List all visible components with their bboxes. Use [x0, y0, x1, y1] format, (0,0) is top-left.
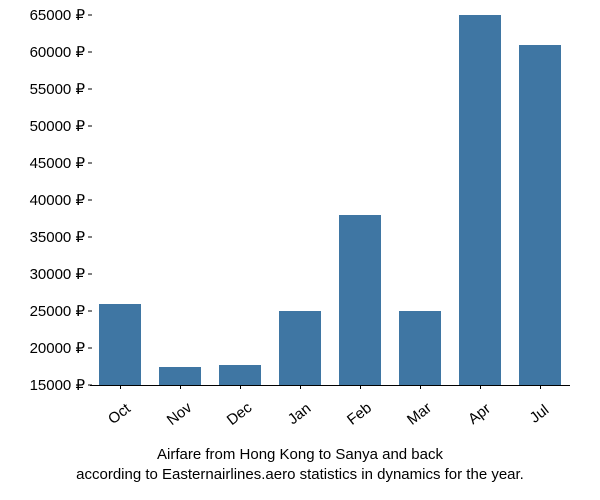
chart-caption: Airfare from Hong Kong to Sanya and back… — [0, 445, 600, 486]
x-tick-mark — [180, 385, 181, 389]
y-tick-mark — [88, 163, 92, 164]
bar — [159, 367, 201, 386]
y-tick-label: 60000 ₽ — [0, 43, 85, 61]
y-tick-label: 50000 ₽ — [0, 117, 85, 135]
x-tick-mark — [120, 385, 121, 389]
x-tick-label: Dec — [218, 395, 260, 433]
y-tick-label: 65000 ₽ — [0, 6, 85, 24]
y-tick-mark — [88, 274, 92, 275]
x-tick-mark — [420, 385, 421, 389]
y-tick-label: 45000 ₽ — [0, 154, 85, 172]
y-tick-mark — [88, 348, 92, 349]
x-tick-label: Nov — [158, 395, 200, 433]
x-tick-mark — [360, 385, 361, 389]
bar — [99, 304, 141, 385]
caption-line-1: Airfare from Hong Kong to Sanya and back — [157, 446, 443, 463]
y-tick-mark — [88, 200, 92, 201]
y-tick-label: 15000 ₽ — [0, 376, 85, 394]
x-tick-label: Oct — [98, 395, 140, 433]
x-tick-label: Jan — [278, 395, 320, 433]
y-tick-label: 20000 ₽ — [0, 339, 85, 357]
y-tick-label: 35000 ₽ — [0, 228, 85, 246]
y-tick-mark — [88, 385, 92, 386]
y-tick-mark — [88, 89, 92, 90]
plot-area — [90, 15, 570, 386]
y-tick-mark — [88, 15, 92, 16]
airfare-bar-chart: 15000 ₽ 20000 ₽ 25000 ₽ 30000 ₽ 35000 ₽ 40000… — [0, 0, 600, 500]
x-tick-mark — [240, 385, 241, 389]
y-tick-mark — [88, 311, 92, 312]
bar — [339, 215, 381, 385]
y-tick-mark — [88, 52, 92, 53]
bar — [459, 15, 501, 385]
bar — [519, 45, 561, 385]
y-tick-mark — [88, 126, 92, 127]
y-tick-label: 40000 ₽ — [0, 191, 85, 209]
y-tick-label: 30000 ₽ — [0, 265, 85, 283]
y-tick-label: 25000 ₽ — [0, 302, 85, 320]
bar — [399, 311, 441, 385]
x-tick-label: Mar — [398, 395, 440, 433]
x-tick-mark — [300, 385, 301, 389]
bar — [279, 311, 321, 385]
x-tick-label: Jul — [518, 395, 560, 433]
caption-line-2: according to Easternairlines.aero statis… — [76, 466, 524, 483]
x-tick-label: Apr — [458, 395, 500, 433]
y-tick-label: 55000 ₽ — [0, 80, 85, 98]
y-tick-mark — [88, 237, 92, 238]
x-tick-mark — [480, 385, 481, 389]
x-tick-label: Feb — [338, 395, 380, 433]
bar — [219, 365, 261, 385]
x-tick-mark — [540, 385, 541, 389]
